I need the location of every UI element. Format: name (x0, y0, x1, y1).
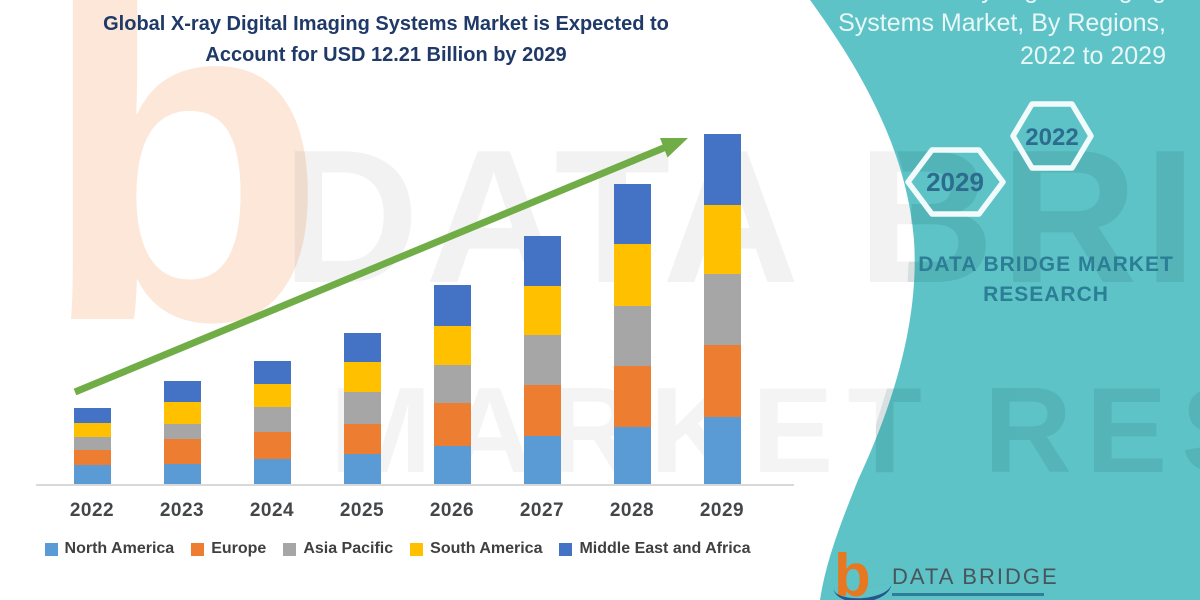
legend-item-asia-pacific: Asia Pacific (283, 540, 393, 558)
trend-arrow-head (660, 138, 688, 158)
stacked-bar-2027 (523, 236, 561, 484)
legend-item-europe: Europe (191, 540, 266, 558)
legend-item-north-america: North America (44, 540, 175, 558)
legend-label: Asia Pacific (303, 540, 394, 557)
x-axis-label-2029: 2029 (699, 500, 745, 521)
bar-segment-2025-asia-pacific (343, 391, 381, 424)
bar-segment-2023-middle-east-and-africa (163, 381, 201, 403)
bar-segment-2026-north-america (433, 445, 471, 484)
legend-item-middle-east-and-africa: Middle East and Africa (559, 540, 750, 558)
stacked-bar-2025 (343, 332, 381, 484)
bar-segment-2024-europe (253, 432, 291, 460)
x-axis-label-2023: 2023 (159, 500, 205, 521)
bar-segment-2023-south-america (163, 402, 201, 425)
stacked-bar-2026 (433, 284, 471, 484)
bar-segment-2028-middle-east-and-africa (613, 184, 651, 245)
legend-swatch (283, 542, 297, 556)
bar-segment-2028-south-america (613, 244, 651, 307)
stacked-bar-2023 (163, 381, 201, 484)
x-axis-label-2028: 2028 (609, 500, 655, 521)
bar-segment-2025-europe (343, 423, 381, 454)
bar-segment-2028-europe (613, 365, 651, 427)
stacked-bar-2024 (253, 361, 291, 484)
bar-segment-2022-europe (73, 450, 111, 466)
bar-segment-2022-middle-east-and-africa (73, 408, 111, 424)
bar-segment-2029-europe (703, 345, 741, 417)
x-axis-label-2025: 2025 (339, 500, 385, 521)
bar-segment-2022-asia-pacific (73, 437, 111, 451)
bar-segment-2028-asia-pacific (613, 306, 651, 366)
bar-segment-2027-south-america (523, 286, 561, 336)
bar-segment-2024-south-america (253, 384, 291, 408)
bar-segment-2022-north-america (73, 465, 111, 484)
bar-segment-2029-south-america (703, 204, 741, 274)
chart-title-line2: Account for USD 12.21 Billion by 2029 (205, 44, 567, 66)
legend-item-south-america: South America (410, 540, 542, 558)
bar-segment-2027-north-america (523, 436, 561, 484)
bar-segment-2025-north-america (343, 453, 381, 484)
x-axis-label-2024: 2024 (249, 500, 295, 521)
bar-segment-2025-middle-east-and-africa (343, 332, 381, 362)
bar-segment-2028-north-america (613, 426, 651, 484)
bar-segment-2027-asia-pacific (523, 335, 561, 386)
legend-swatch (191, 542, 205, 556)
x-axis-label-2027: 2027 (519, 500, 565, 521)
bar-segment-2026-asia-pacific (433, 364, 471, 403)
bar-segment-2026-south-america (433, 325, 471, 365)
legend-label: South America (430, 540, 543, 557)
bar-segment-2024-middle-east-and-africa (253, 361, 291, 385)
bar-segment-2026-middle-east-and-africa (433, 284, 471, 326)
x-axis-line (36, 484, 794, 486)
legend-swatch (44, 542, 58, 556)
watermark-logo-b: b (40, 0, 328, 419)
stacked-bar-2028 (613, 184, 651, 484)
bar-segment-2023-north-america (163, 463, 201, 484)
bar-segment-2025-south-america (343, 361, 381, 392)
bar-segment-2027-middle-east-and-africa (523, 236, 561, 287)
bar-segment-2026-europe (433, 402, 471, 446)
x-axis-label-2022: 2022 (69, 500, 115, 521)
bar-segment-2027-europe (523, 385, 561, 437)
legend-label: Europe (211, 540, 267, 557)
bar-segment-2029-north-america (703, 416, 741, 484)
x-axis-label-2026: 2026 (429, 500, 475, 521)
bar-segment-2024-north-america (253, 459, 291, 484)
bar-segment-2023-europe (163, 439, 201, 464)
chart-title-line1: Global X-ray Digital Imaging Systems Mar… (103, 13, 669, 35)
bar-segment-2029-middle-east-and-africa (703, 134, 741, 205)
legend-swatch (410, 542, 424, 556)
bar-segment-2022-south-america (73, 423, 111, 438)
legend-label: Middle East and Africa (579, 540, 751, 557)
stacked-bar-2022 (73, 408, 111, 484)
chart-legend: North America Europe Asia Pacific South Ame… (0, 540, 795, 558)
chart-title: Global X-ray Digital Imaging Systems Mar… (33, 9, 739, 71)
legend-label: North America (64, 540, 175, 557)
bar-segment-2023-asia-pacific (163, 424, 201, 439)
bar-segment-2029-asia-pacific (703, 273, 741, 345)
stacked-bar-2029 (703, 134, 741, 484)
trend-arrow-line (73, 143, 668, 396)
legend-swatch (559, 542, 573, 556)
bar-segment-2024-asia-pacific (253, 407, 291, 433)
